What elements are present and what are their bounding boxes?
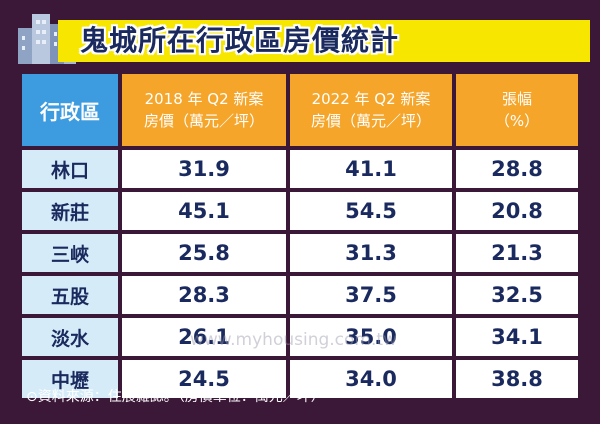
- district-cell: 三峽: [22, 234, 118, 272]
- value-cell: 34.0: [290, 360, 452, 398]
- header-cell: 2018 年 Q2 新案 房價（萬元／坪）: [122, 74, 286, 146]
- header-cell: 2022 年 Q2 新案 房價（萬元／坪）: [290, 74, 452, 146]
- header-cell: 行政區: [22, 74, 118, 146]
- header-line: 2018 年 Q2 新案: [144, 90, 264, 108]
- header-line: （%）: [494, 112, 540, 130]
- value-cell: 32.5: [456, 276, 578, 314]
- value-cell: 26.1: [122, 318, 286, 356]
- table: 行政區 2018 年 Q2 新案 房價（萬元／坪） 2022 年 Q2 新案 房價（萬元…: [22, 74, 578, 398]
- value-cell: 28.3: [122, 276, 286, 314]
- value-cell: 31.9: [122, 150, 286, 188]
- district-cell: 五股: [22, 276, 118, 314]
- header-line: 行政區: [40, 99, 100, 124]
- value-cell: 38.8: [456, 360, 578, 398]
- header-line: 房價（萬元／坪）: [310, 112, 431, 130]
- value-cell: 25.8: [122, 234, 286, 272]
- watermark: www.myhousing.com.tw: [190, 330, 397, 350]
- value-cell: 37.5: [290, 276, 452, 314]
- district-cell: 淡水: [22, 318, 118, 356]
- value-cell: 35.0: [290, 318, 452, 356]
- source-note: ⊙資料來源：住展雜誌。（房價單位：萬元／坪）: [26, 389, 325, 405]
- value-cell: 34.1: [456, 318, 578, 356]
- header-line: 房價（萬元／坪）: [143, 112, 264, 130]
- value-cell: 54.5: [290, 192, 452, 230]
- district-cell: 中壢: [22, 360, 118, 398]
- district-cell: 林口: [22, 150, 118, 188]
- value-cell: 24.5: [122, 360, 286, 398]
- title: 鬼城所在行政區房價統計: [80, 24, 400, 57]
- title-bar: [58, 20, 590, 62]
- value-cell: 41.1: [290, 150, 452, 188]
- header-cell: 張幅 （%）: [456, 74, 578, 146]
- value-cell: 20.8: [456, 192, 578, 230]
- value-cell: 21.3: [456, 234, 578, 272]
- value-cell: 45.1: [122, 192, 286, 230]
- value-cell: 31.3: [290, 234, 452, 272]
- value-cell: 28.8: [456, 150, 578, 188]
- district-cell: 新莊: [22, 192, 118, 230]
- header-line: 張幅: [501, 90, 532, 108]
- header-line: 2022 年 Q2 新案: [311, 90, 431, 108]
